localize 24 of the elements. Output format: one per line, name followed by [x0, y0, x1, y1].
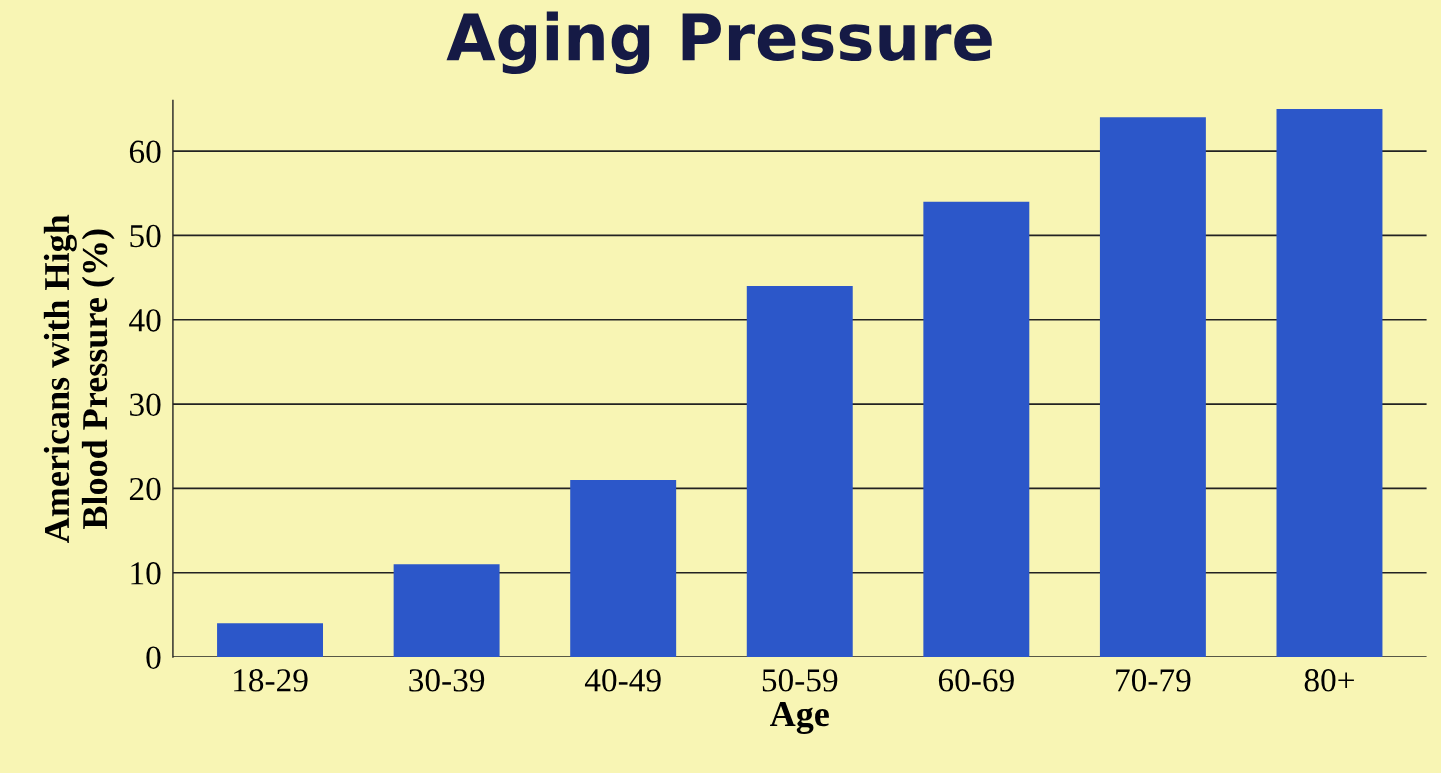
y-tick-label: 0 — [146, 646, 161, 669]
bar — [217, 623, 324, 658]
bar — [923, 201, 1030, 658]
y-tick-label: 50 — [130, 224, 161, 248]
bar — [746, 286, 853, 658]
y-tick-label: 30 — [130, 393, 161, 416]
y-axis-title: Americans with High Blood Pressure (%) — [43, 214, 115, 543]
y-tick-label: 20 — [129, 477, 161, 501]
x-tick-label: 60-69 — [938, 669, 1014, 692]
bar — [570, 479, 677, 658]
x-tick-label: 70-79 — [1116, 669, 1191, 692]
x-tick-label: 30-39 — [409, 669, 485, 692]
y-tick-label: 10 — [131, 562, 161, 585]
x-tick-label: 80+ — [1304, 669, 1354, 692]
chart-title: Aging Pressure — [446, 11, 992, 74]
bar — [1276, 108, 1383, 658]
x-tick-label: 50-59 — [762, 669, 838, 692]
x-tick-label: 18-29 — [234, 669, 308, 692]
y-tick-label: 60 — [129, 140, 161, 163]
bar — [1099, 117, 1206, 658]
x-axis-title: Age — [770, 702, 829, 734]
y-tick-label: 40 — [129, 309, 161, 332]
bar — [393, 564, 500, 658]
x-tick-label: 40-49 — [584, 669, 661, 692]
